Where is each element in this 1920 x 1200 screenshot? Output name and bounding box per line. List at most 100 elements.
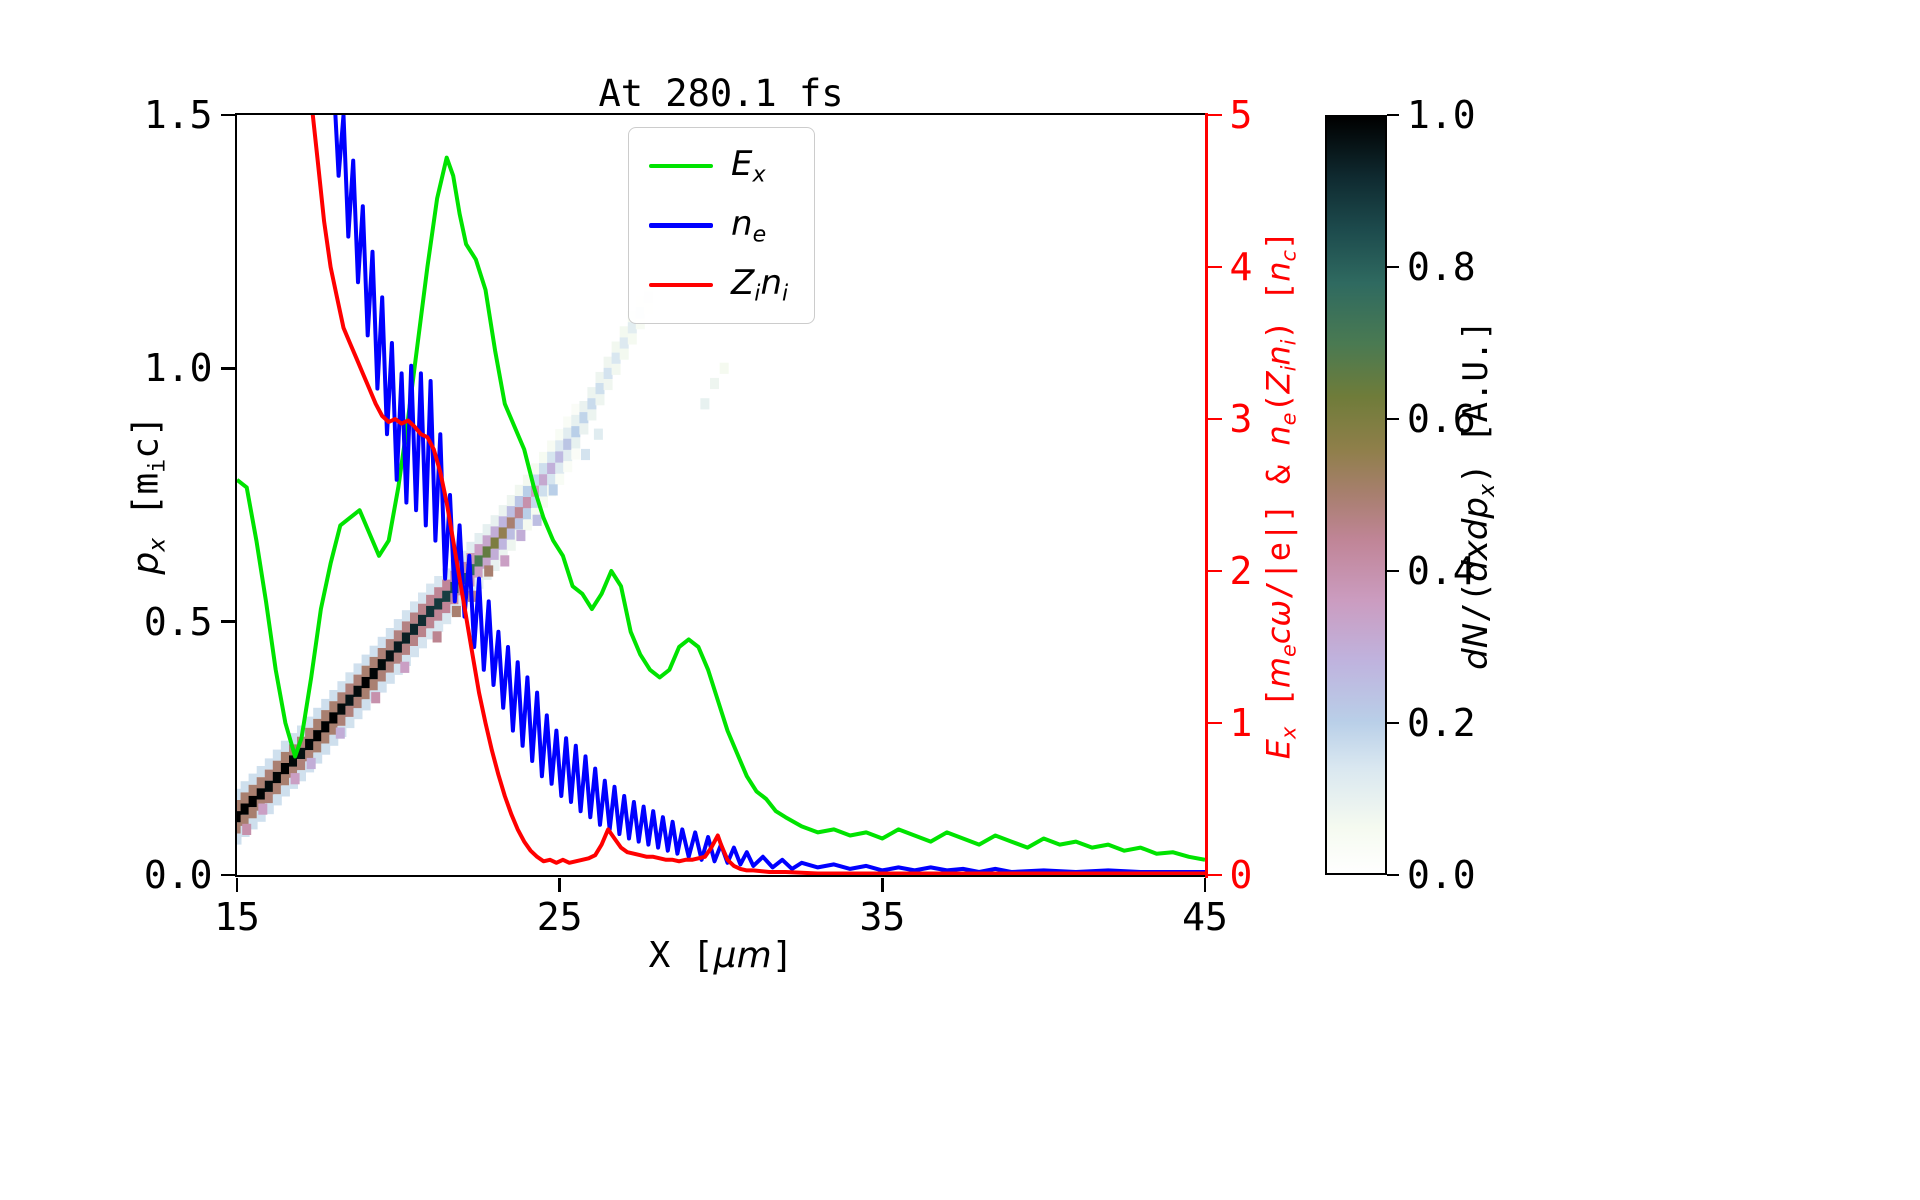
- label-segment: (: [1259, 393, 1298, 413]
- left-axis-label: px [mic]: [125, 415, 170, 574]
- y-tick-label: 0.5: [143, 599, 213, 644]
- label-segment: c: [1259, 626, 1298, 645]
- legend-line-sample: [649, 223, 713, 228]
- label-segment: x: [142, 537, 171, 552]
- colorbar-tick-mark: [1387, 265, 1399, 269]
- x-tick-label: 25: [536, 895, 583, 939]
- label-segment: i: [142, 458, 171, 473]
- label-segment: ]: [771, 935, 794, 976]
- legend-label: Ex: [731, 144, 766, 188]
- colorbar-tick-label: 0.2: [1407, 701, 1476, 745]
- label-segment: μm: [713, 935, 772, 976]
- right-tick-label: 4: [1229, 245, 1253, 289]
- legend-entry: ne: [649, 204, 788, 248]
- right-tick-mark: [1207, 417, 1222, 421]
- colorbar-tick-mark: [1387, 873, 1399, 877]
- x-tick-mark: [558, 877, 561, 892]
- right-axis-label: Ex [mecω/|e|] & ne(Zini) [nc]: [1259, 231, 1300, 759]
- label-segment: x: [752, 161, 766, 188]
- legend-line-sample: [649, 163, 713, 169]
- label-segment: n: [760, 263, 782, 304]
- label-segment: ω: [1259, 599, 1298, 627]
- label-segment: x: [1473, 483, 1500, 497]
- label-segment: n: [1259, 425, 1298, 446]
- label-segment: ): [1456, 463, 1497, 484]
- y-tick-label: 0.0: [143, 853, 213, 897]
- right-tick-label: 2: [1229, 549, 1253, 593]
- label-segment: [A.U.]: [1456, 320, 1497, 464]
- colorbar-tick-label: 0.0: [1407, 853, 1476, 897]
- legend-label: ne: [731, 204, 766, 248]
- label-segment: i: [754, 280, 761, 307]
- series-ne: [333, 115, 1205, 874]
- series-Zini: [310, 115, 1205, 875]
- right-tick-label: 0: [1229, 853, 1253, 897]
- x-tick-mark: [881, 877, 884, 892]
- label-segment: ]: [1259, 230, 1298, 251]
- label-segment: p: [1456, 496, 1497, 519]
- label-segment: e: [1276, 644, 1301, 657]
- colorbar-tick-label: 0.4: [1407, 549, 1476, 593]
- label-segment: x: [1276, 726, 1301, 739]
- colorbar-tick-mark: [1387, 721, 1399, 725]
- legend-entry: Ex: [649, 144, 788, 188]
- y-tick-mark: [220, 620, 235, 623]
- right-tick-mark: [1207, 569, 1222, 573]
- y-tick-label: 1.5: [143, 93, 213, 137]
- colorbar-tick-mark: [1387, 417, 1399, 421]
- label-segment: d: [1456, 518, 1497, 541]
- phase-space-heatmap: [237, 280, 729, 845]
- x-axis-label: X [μm]: [649, 935, 794, 976]
- label-segment: n: [731, 203, 753, 244]
- label-segment: Z: [731, 263, 755, 304]
- label-segment: i: [1276, 365, 1301, 372]
- colorbar-tick-label: 0.8: [1407, 245, 1476, 289]
- label-segment: E: [1259, 739, 1298, 760]
- colorbar-tick-mark: [1387, 569, 1399, 573]
- colorbar-tick-label: 1.0: [1407, 93, 1476, 137]
- y-tick-mark: [220, 873, 235, 877]
- legend-line-sample: [649, 282, 713, 288]
- label-segment: [: [1259, 688, 1298, 727]
- label-segment: E: [731, 144, 753, 184]
- label-segment: N: [1456, 622, 1497, 649]
- label-segment: ) [: [1259, 281, 1298, 340]
- legend-entry: Zini: [649, 263, 788, 307]
- label-segment: i: [782, 280, 789, 307]
- right-tick-mark: [1207, 873, 1222, 877]
- label-segment: e: [1276, 412, 1301, 426]
- y-tick-mark: [220, 367, 235, 370]
- label-segment: c: [1276, 250, 1301, 262]
- right-tick-label: 5: [1229, 93, 1253, 137]
- label-segment: n: [1259, 261, 1298, 282]
- right-tick-label: 3: [1229, 397, 1253, 441]
- right-axis-spine: [1205, 112, 1208, 878]
- label-segment: e: [752, 221, 767, 248]
- x-tick-mark: [1203, 877, 1207, 892]
- plot-area: [237, 115, 1205, 875]
- right-tick-label: 1: [1229, 701, 1253, 745]
- legend: Ex ne Zini: [628, 127, 816, 324]
- y-tick-label: 1.0: [143, 346, 213, 391]
- y-tick-mark: [220, 113, 235, 117]
- label-segment: i: [1276, 339, 1301, 346]
- label-segment: Z: [1259, 371, 1298, 394]
- x-tick-label: 45: [1182, 895, 1228, 939]
- colorbar-tick-mark: [1387, 113, 1399, 117]
- label-segment: d: [1456, 648, 1497, 670]
- right-tick-mark: [1207, 113, 1222, 117]
- label-segment: X [: [648, 935, 714, 976]
- label-segment: p: [125, 551, 167, 575]
- chart-title: At 280.1 fs: [598, 72, 844, 115]
- colorbar-tick-label: 0.6: [1407, 397, 1476, 441]
- line-series-group: [237, 115, 1205, 875]
- label-segment: /|e|] &: [1259, 445, 1298, 600]
- colorbar-label: dN/(dxdpx) [A.U.]: [1456, 320, 1500, 670]
- x-tick-label: 35: [859, 895, 906, 939]
- label-segment: [m: [125, 472, 167, 538]
- colorbar: [1325, 115, 1387, 875]
- series-Ex: [237, 155, 1205, 862]
- label-segment: c]: [125, 415, 167, 459]
- label-segment: m: [1259, 656, 1298, 689]
